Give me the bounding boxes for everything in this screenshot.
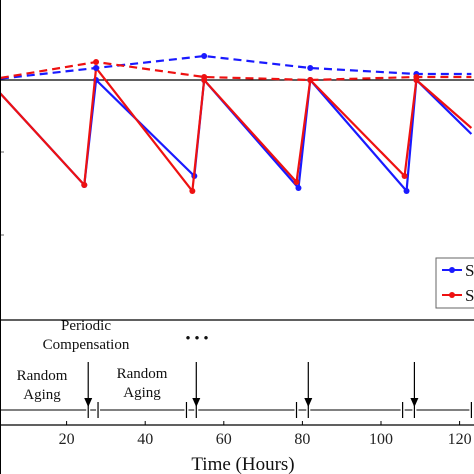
x-tick-label: 60 [216, 431, 232, 448]
phase-timeline: Random Aging Periodic Compensation Random Agi… [0, 318, 472, 418]
data-point [403, 188, 410, 194]
periodic-compensation-label-line: Compensation [43, 337, 130, 353]
x-tick-label: 100 [369, 431, 393, 448]
legend-label: S [465, 261, 474, 280]
legend-box [435, 257, 474, 309]
event-arrowhead [84, 398, 93, 407]
x-axis: 20 40 60 80 100 120 [0, 421, 474, 448]
data-point [295, 185, 302, 191]
legend: SS [435, 257, 474, 309]
data-point [307, 65, 314, 71]
series-line-4 [0, 60, 472, 82]
x-axis-title: Time (Hours) [191, 454, 294, 474]
random-aging-label-1: Random Aging [17, 368, 68, 403]
data-point [201, 74, 208, 80]
data-point [401, 173, 408, 179]
data-point [201, 53, 208, 59]
periodic-compensation-label: Periodic Compensation [43, 318, 130, 353]
series-line-1 [0, 77, 473, 194]
random-aging-label-2-line: Aging [123, 385, 161, 401]
random-aging-label-2: Random Aging [117, 366, 168, 401]
event-arrowhead [410, 398, 419, 407]
random-aging-label-2-line: Random [117, 366, 168, 382]
data-point [189, 188, 196, 194]
series-line-2 [0, 65, 473, 194]
periodic-compensation-label-line: Periodic [61, 318, 111, 334]
x-tick-label: 120 [448, 431, 472, 448]
ellipsis-mark: • • • [185, 331, 208, 347]
data-point [93, 65, 100, 71]
legend-marker [449, 267, 455, 273]
x-tick-label: 80 [294, 431, 310, 448]
data-point [93, 59, 100, 65]
random-aging-label-1-line: Random [17, 368, 68, 384]
legend-marker [449, 292, 455, 298]
data-point [413, 74, 420, 80]
event-arrowhead [192, 398, 201, 407]
event-arrowhead [304, 398, 313, 407]
data-point [81, 182, 88, 188]
data-point [307, 77, 314, 83]
random-aging-label-1-line: Aging [23, 387, 61, 403]
series-line-3 [0, 54, 472, 80]
legend-label: S [465, 286, 474, 305]
x-tick-label: 20 [59, 431, 75, 448]
data-point [293, 179, 300, 185]
x-tick-label: 40 [137, 431, 153, 448]
